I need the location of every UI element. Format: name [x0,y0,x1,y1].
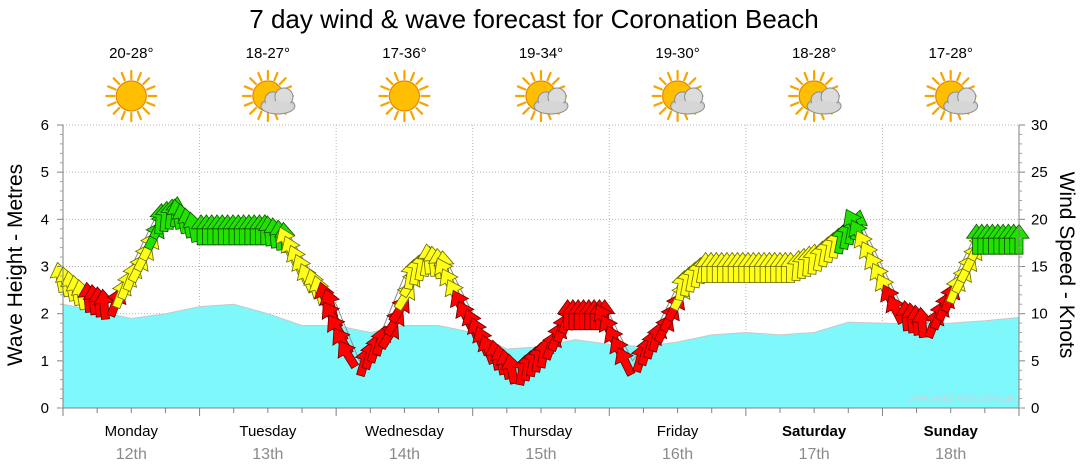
left-tick-label: 0 [41,400,49,417]
axes: 0 1 2 3 4 5 6 0 5 10 15 20 25 30 [41,117,1048,417]
left-tick-label: 6 [41,117,49,134]
right-tick-label: 5 [1031,353,1039,370]
day-name-label: Friday [657,423,699,440]
partly-cloudy-icon [787,69,842,123]
day-name-label: Saturday [782,423,847,440]
partly-cloudy-icon [651,69,706,123]
temperature-label: 18-27° [246,45,290,62]
left-tick-label: 2 [41,306,49,323]
wind-layer [49,196,1030,386]
weather-row: 20-28° 18-27° 17-36° 19-34° 19-30° 18-28° 17-2… [105,45,979,123]
temperature-label: 20-28° [109,45,153,62]
wind-arrow [614,346,636,377]
partly-cloudy-icon [924,69,979,123]
temperature-label: 18-28° [792,45,836,62]
left-tick-label: 1 [41,353,49,370]
left-tick-label: 5 [41,164,49,181]
day-labels: Monday 12th Tuesday 13th Wednesday 14th Thursd… [105,423,979,463]
day-name-label: Thursday [510,423,573,440]
day-date-label: 18th [935,446,966,463]
right-axis-title: Wind Speed - Knots [1055,172,1078,359]
credit-label: www.seabreeze.com.au [908,393,1015,404]
day-date-label: 16th [662,446,693,463]
chart-title: 7 day wind & wave forecast for Coronatio… [249,4,818,34]
left-tick-label: 4 [41,211,49,228]
partly-cloudy-icon [514,69,569,123]
right-tick-label: 25 [1031,164,1048,181]
temperature-label: 19-30° [655,45,699,62]
temperature-label: 17-28° [929,45,973,62]
sun-icon [378,69,431,123]
day-name-label: Tuesday [239,423,296,440]
day-date-label: 17th [799,446,830,463]
right-tick-label: 20 [1031,211,1048,228]
temperature-label: 19-34° [519,45,563,62]
right-tick-label: 10 [1031,306,1048,323]
day-name-label: Wednesday [365,423,444,440]
sun-icon [105,69,158,123]
left-axis-title: Wave Height - Metres [4,164,27,366]
right-tick-label: 30 [1031,117,1048,134]
day-name-label: Monday [105,423,159,440]
day-date-label: 12th [116,446,147,463]
day-date-label: 15th [525,446,556,463]
day-name-label: Sunday [924,423,979,440]
left-tick-label: 3 [41,259,49,276]
day-date-label: 13th [252,446,283,463]
temperature-label: 17-36° [382,45,426,62]
right-tick-label: 0 [1031,400,1039,417]
day-date-label: 14th [389,446,420,463]
wind-arrow [337,340,360,370]
partly-cloudy-icon [241,69,296,123]
right-tick-label: 15 [1031,259,1048,276]
